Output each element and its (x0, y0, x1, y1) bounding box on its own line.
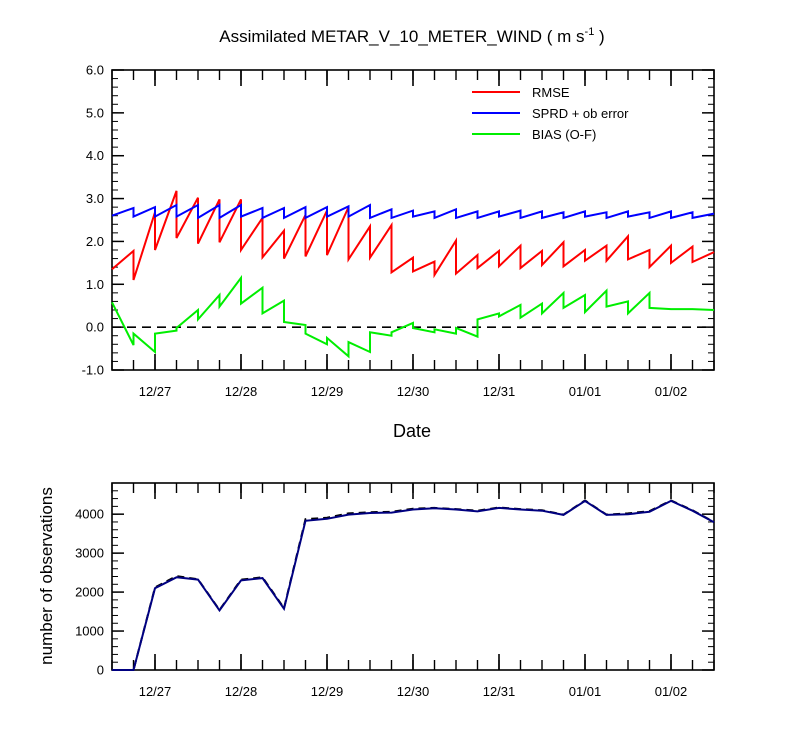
chart-title-main: Assimilated METAR_V_10_METER_WIND ( m s (219, 27, 584, 46)
observation-count-panel: 12/27 12/28 12/29 12/30 12/31 01/01 01/02 0 1000… (75, 482, 715, 699)
chart-title-superscript: -1 (585, 26, 595, 38)
x-tick-label: 12/30 (397, 384, 430, 399)
x-tick-label: 01/01 (569, 384, 602, 399)
y-axis-label-observations: number of observations (37, 487, 56, 665)
x-tick-label: 12/31 (483, 684, 516, 699)
plot-frame (111, 482, 715, 671)
x-tick-label: 12/28 (225, 684, 258, 699)
x-tick-label: 12/27 (139, 684, 172, 699)
series-line-1 (112, 499, 715, 671)
y-tick-label: 1000 (75, 624, 104, 639)
legend-label: SPRD + ob error (532, 106, 629, 121)
x-tick-label: 12/31 (483, 384, 516, 399)
x-tick-label: 01/02 (655, 684, 688, 699)
x-axis-label: Date (393, 421, 431, 441)
y-tick-label: 0 (97, 663, 104, 678)
y-tick-label: 3.0 (86, 191, 104, 206)
legend-label: RMSE (532, 85, 570, 100)
y-tick-label: 5.0 (86, 105, 104, 120)
legend-label: BIAS (O-F) (532, 127, 596, 142)
y-tick-label: 3000 (75, 546, 104, 561)
x-tick-label: 01/02 (655, 384, 688, 399)
series-line-0 (111, 190, 715, 281)
y-tick-label: 0.0 (86, 320, 104, 335)
x-tick-label: 01/01 (569, 684, 602, 699)
x-tick-label: 12/29 (311, 384, 344, 399)
x-tick-label: 12/29 (311, 684, 344, 699)
y-tick-label: 4000 (75, 507, 104, 522)
x-tick-label: 12/28 (225, 384, 258, 399)
x-tick-label: 12/27 (139, 384, 172, 399)
y-tick-label: 6.0 (86, 63, 104, 78)
x-tick-label: 12/30 (397, 684, 430, 699)
series-line-1 (111, 203, 715, 220)
chart-title: Assimilated METAR_V_10_METER_WIND ( m s-… (219, 26, 604, 46)
chart-title-suffix: ) (594, 27, 604, 46)
y-tick-label: 1.0 (86, 277, 104, 292)
series-line-2 (111, 274, 715, 359)
y-tick-label: 2.0 (86, 234, 104, 249)
y-tick-label: -1.0 (82, 363, 104, 378)
y-tick-label: 2000 (75, 585, 104, 600)
bias-rmse-panel: 12/27 12/28 12/29 12/30 12/31 01/01 01/02 -1.0 0… (82, 63, 715, 399)
y-tick-label: 4.0 (86, 148, 104, 163)
